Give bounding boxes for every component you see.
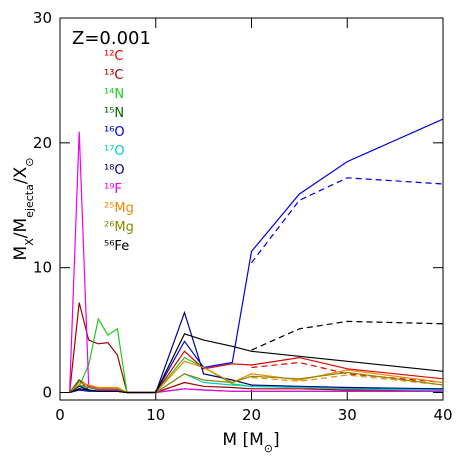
x-label-part: ] — [273, 430, 280, 450]
x-tick-label: 10 — [146, 406, 165, 424]
x-label-part: ⊙ — [264, 442, 273, 455]
y-tick-label: 20 — [33, 134, 52, 152]
legend-entry: ¹⁸O — [104, 163, 125, 178]
series-line — [69, 317, 444, 394]
series-line-dashed — [251, 374, 444, 386]
y-tick-label: 30 — [33, 9, 52, 27]
x-tick-label: 40 — [433, 406, 452, 424]
series-line — [69, 131, 443, 394]
y-label-part: /X — [11, 166, 31, 184]
y-tick-label: 0 — [42, 384, 52, 402]
legend-entry: ¹⁵N — [104, 106, 124, 121]
y-axis-label: MX/Mejecta/X⊙ — [11, 158, 36, 261]
series-line-dashed — [251, 320, 444, 351]
y-tick-label: 10 — [33, 259, 52, 277]
x-label-part: M [M — [222, 430, 263, 450]
legend-entry: ²⁵Mg — [104, 201, 134, 216]
y-label-part: /M — [11, 218, 31, 238]
legend-entry: ²⁶Mg — [104, 220, 134, 235]
legend-entry: ¹²C — [104, 49, 124, 64]
x-tick-label: 20 — [242, 406, 261, 424]
x-tick-label: 0 — [55, 406, 65, 424]
legend-entry: ¹⁴N — [104, 87, 124, 102]
y-label-part: ⊙ — [23, 158, 36, 167]
y-label-part: ejecta — [23, 184, 36, 218]
x-tick-label: 30 — [338, 406, 357, 424]
legend-entry: ⁵⁶Fe — [104, 239, 129, 254]
legend-entry: ¹⁶O — [104, 125, 125, 140]
series-line — [69, 333, 444, 394]
series-line-dashed — [251, 177, 444, 264]
y-label-part: M — [11, 246, 31, 261]
legend-entry: ¹⁷O — [104, 144, 125, 159]
chart-title: Z=0.001 — [72, 28, 151, 49]
y-label-part: X — [23, 238, 36, 246]
legend-entry: ¹³C — [104, 68, 124, 83]
x-axis-label: M [M⊙] — [222, 430, 279, 455]
legend-entry: ¹⁹F — [104, 182, 122, 197]
